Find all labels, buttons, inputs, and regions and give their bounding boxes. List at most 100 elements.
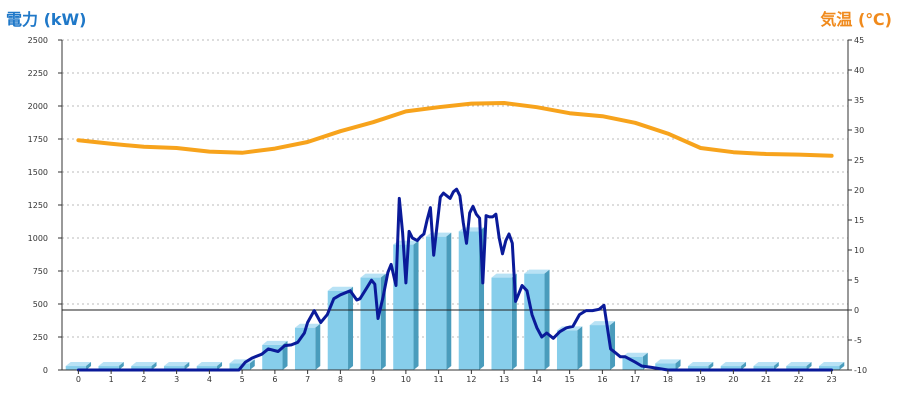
- bar-front: [589, 325, 611, 370]
- bar-top: [753, 362, 779, 367]
- x-tick-label: 9: [371, 375, 376, 384]
- line-series: [76, 101, 834, 372]
- bar-front: [720, 366, 742, 370]
- right-tick-label: 35: [854, 96, 864, 105]
- bar-top: [360, 273, 386, 278]
- bar: [655, 359, 681, 370]
- bar-top: [163, 362, 190, 367]
- bar-front: [753, 366, 774, 370]
- bar: [327, 286, 354, 370]
- bar: [360, 273, 386, 370]
- bar-side: [315, 323, 321, 370]
- left-tick-label: 1000: [28, 234, 48, 243]
- bar-front: [65, 366, 87, 370]
- right-tick-label: 0: [854, 306, 859, 315]
- bar-top: [818, 362, 845, 367]
- bar-front: [687, 366, 709, 370]
- bar-series: [65, 227, 845, 370]
- bar: [163, 362, 190, 370]
- bar-top: [622, 352, 648, 357]
- bar-side: [773, 362, 779, 370]
- bar-side: [118, 362, 124, 370]
- right-tick-label: 45: [854, 36, 864, 45]
- bar-front: [556, 330, 578, 370]
- bar: [720, 362, 747, 370]
- x-tick-label: 23: [827, 375, 837, 384]
- x-tick-label: 3: [174, 375, 179, 384]
- left-axis-title: 電力 (kW): [6, 10, 87, 29]
- x-tick-label: 6: [272, 375, 277, 384]
- left-tick-label: 1250: [28, 201, 48, 210]
- bar-top: [655, 359, 681, 364]
- bar-front: [458, 231, 480, 370]
- bar-front: [131, 366, 152, 370]
- tick-labels: 02505007501000125015001750200022502500-1…: [28, 36, 867, 384]
- x-tick-label: 2: [141, 375, 146, 384]
- x-tick-label: 0: [76, 375, 81, 384]
- power-line: [76, 187, 834, 372]
- bar-side: [741, 362, 747, 370]
- x-tick-label: 1: [109, 375, 114, 384]
- bar: [65, 362, 92, 370]
- bar-top: [327, 286, 354, 291]
- bar: [687, 362, 714, 370]
- bar: [753, 362, 779, 370]
- x-tick-label: 13: [499, 375, 509, 384]
- bar-front: [196, 366, 218, 370]
- bar: [786, 362, 812, 370]
- bar-top: [491, 273, 517, 278]
- x-tick-label: 12: [466, 375, 476, 384]
- axes: [61, 40, 849, 371]
- bar-side: [217, 362, 223, 370]
- x-tick-label: 21: [761, 375, 771, 384]
- bar: [818, 362, 845, 370]
- x-tick-label: 8: [338, 375, 343, 384]
- bar-front: [425, 236, 447, 370]
- right-tick-label: 5: [854, 276, 859, 285]
- x-tick-label: 19: [696, 375, 706, 384]
- bar-front: [622, 356, 643, 370]
- x-tick-label: 20: [728, 375, 738, 384]
- left-tick-label: 750: [33, 267, 48, 276]
- left-tick-label: 2250: [28, 69, 48, 78]
- left-tick-label: 2000: [28, 102, 48, 111]
- bar-top: [720, 362, 747, 367]
- bar-front: [786, 366, 807, 370]
- bar-side: [708, 362, 714, 370]
- bar-side: [151, 362, 157, 370]
- x-tick-label: 5: [240, 375, 245, 384]
- right-tick-label: -10: [854, 366, 867, 375]
- bar-side: [806, 362, 812, 370]
- bar-top: [65, 362, 92, 367]
- bar-front: [98, 366, 119, 370]
- bar-front: [655, 363, 676, 370]
- bar: [589, 321, 616, 370]
- bar-side: [577, 326, 583, 370]
- bar: [524, 269, 550, 370]
- x-tick-label: 15: [565, 375, 575, 384]
- right-tick-label: 40: [854, 66, 864, 75]
- right-tick-label: 10: [854, 246, 864, 255]
- bar: [393, 240, 419, 370]
- grid-lines: [62, 39, 848, 338]
- left-tick-label: 250: [33, 333, 48, 342]
- bar-side: [675, 359, 681, 370]
- x-tick-label: 22: [794, 375, 804, 384]
- bar-top: [98, 362, 124, 367]
- bar-front: [163, 366, 185, 370]
- left-tick-label: 1500: [28, 168, 48, 177]
- bar-top: [196, 362, 223, 367]
- left-tick-label: 1750: [28, 135, 48, 144]
- bar-top: [131, 362, 157, 367]
- x-tick-label: 16: [597, 375, 607, 384]
- right-tick-label: 20: [854, 186, 864, 195]
- bar: [294, 323, 321, 370]
- x-tick-label: 4: [207, 375, 212, 384]
- bar-top: [393, 240, 419, 245]
- right-tick-label: 30: [854, 126, 864, 135]
- x-tick-label: 18: [663, 375, 673, 384]
- bar-side: [184, 362, 190, 370]
- bar: [556, 326, 583, 370]
- bar-top: [262, 340, 288, 345]
